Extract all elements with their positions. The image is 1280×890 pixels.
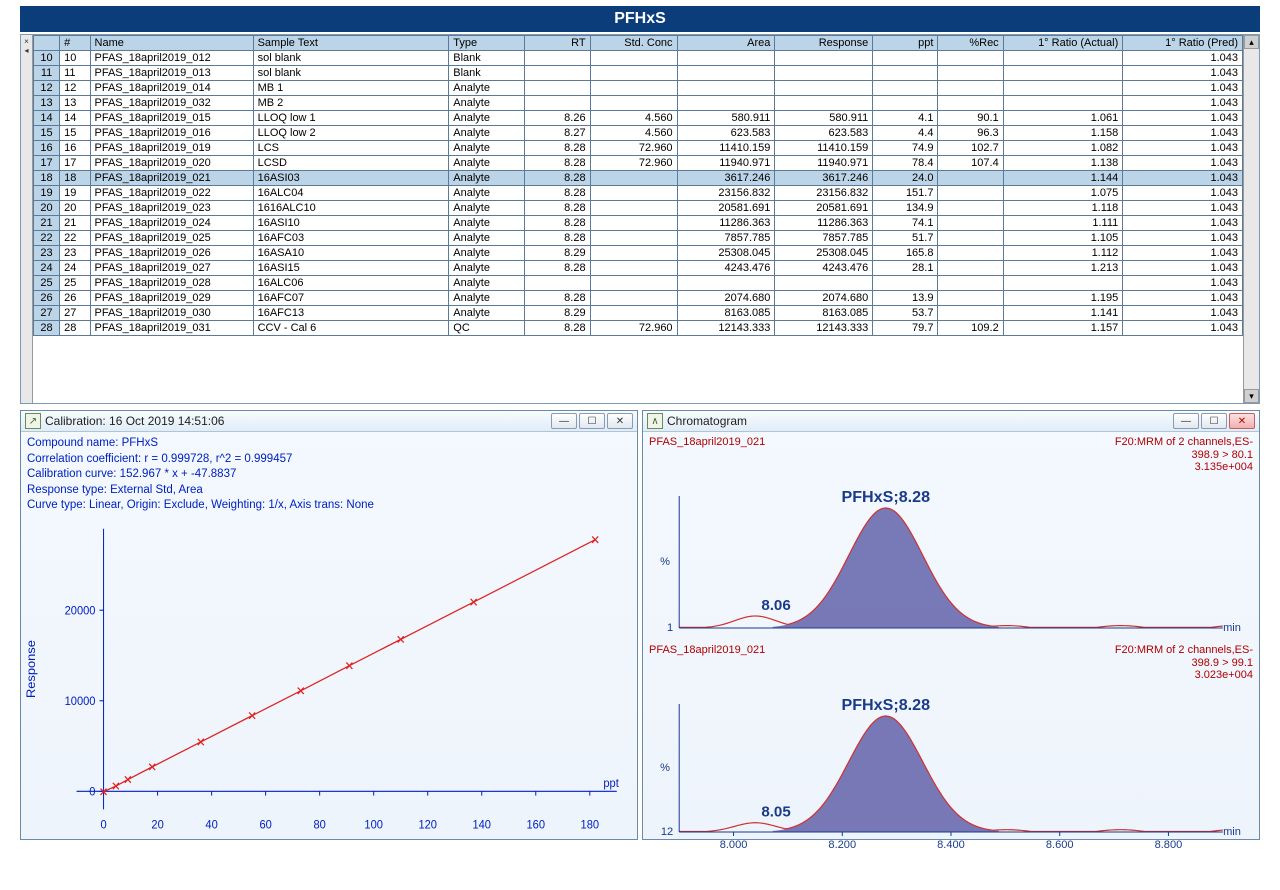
- trace-channel-info: F20:MRM of 2 channels,ES-398.9 > 99.13.0…: [1115, 644, 1253, 682]
- calibration-info-text: Compound name: PFHxSCorrelation coeffici…: [21, 432, 637, 518]
- calibration-titlebar[interactable]: ↗ Calibration: 16 Oct 2019 14:51:06 — ☐ …: [21, 411, 637, 432]
- calibration-panel: ↗ Calibration: 16 Oct 2019 14:51:06 — ☐ …: [20, 410, 638, 840]
- table-row[interactable]: 2828PFAS_18april2019_031CCV - Cal 6QC8.2…: [34, 321, 1243, 336]
- column-header[interactable]: Std. Conc: [590, 36, 677, 51]
- calibration-title-text: Calibration: 16 Oct 2019 14:51:06: [45, 414, 224, 428]
- svg-text:8.06: 8.06: [761, 597, 790, 614]
- collapse-handle[interactable]: ×◂: [21, 35, 33, 403]
- svg-text:PFHxS;8.28: PFHxS;8.28: [841, 488, 930, 506]
- svg-text:Response: Response: [24, 640, 38, 698]
- svg-text:120: 120: [418, 819, 437, 831]
- column-header[interactable]: #: [60, 36, 90, 51]
- compound-title-bar: PFHxS: [20, 6, 1260, 32]
- column-header[interactable]: Sample Text: [253, 36, 449, 51]
- data-table-container: ×◂ #NameSample TextTypeRTStd. ConcAreaRe…: [20, 34, 1260, 404]
- minimize-button[interactable]: —: [551, 413, 577, 429]
- data-table: #NameSample TextTypeRTStd. ConcAreaRespo…: [33, 35, 1243, 336]
- chromatogram-trace[interactable]: PFAS_18april2019_021 F20:MRM of 2 channe…: [649, 436, 1253, 642]
- table-row[interactable]: 1313PFAS_18april2019_032MB 2Analyte1.043: [34, 96, 1243, 111]
- grid-scroll-area[interactable]: #NameSample TextTypeRTStd. ConcAreaRespo…: [33, 35, 1243, 403]
- svg-text:20: 20: [151, 819, 163, 831]
- svg-text:10000: 10000: [65, 695, 96, 707]
- svg-text:%: %: [660, 762, 670, 774]
- column-header[interactable]: [34, 36, 60, 51]
- svg-text:8.200: 8.200: [828, 839, 856, 851]
- column-header[interactable]: Name: [90, 36, 253, 51]
- svg-text:80: 80: [313, 819, 325, 831]
- svg-text:PFHxS;8.28: PFHxS;8.28: [841, 696, 930, 714]
- table-row[interactable]: 2727PFAS_18april2019_03016AFC13Analyte8.…: [34, 306, 1243, 321]
- column-header[interactable]: 1° Ratio (Pred): [1123, 36, 1243, 51]
- trace-sample-name: PFAS_18april2019_021: [649, 436, 765, 474]
- svg-text:60: 60: [259, 819, 271, 831]
- svg-text:8.800: 8.800: [1155, 839, 1183, 851]
- column-header[interactable]: ppt: [873, 36, 938, 51]
- scroll-down-arrow[interactable]: ▾: [1244, 389, 1259, 403]
- table-row[interactable]: 1515PFAS_18april2019_016LLOQ low 2Analyt…: [34, 126, 1243, 141]
- table-row[interactable]: 1010PFAS_18april2019_012sol blankBlank1.…: [34, 51, 1243, 66]
- svg-text:0: 0: [89, 786, 95, 798]
- column-header[interactable]: %Rec: [938, 36, 1003, 51]
- svg-text:160: 160: [527, 819, 546, 831]
- chromatogram-title-text: Chromatogram: [667, 414, 747, 428]
- svg-text:min: min: [1223, 826, 1241, 838]
- table-row[interactable]: 1616PFAS_18april2019_019LCSAnalyte8.2872…: [34, 141, 1243, 156]
- vertical-scrollbar[interactable]: ▴ ▾: [1243, 35, 1259, 403]
- table-row[interactable]: 2525PFAS_18april2019_02816ALC06Analyte1.…: [34, 276, 1243, 291]
- table-row[interactable]: 1111PFAS_18april2019_013sol blankBlank1.…: [34, 66, 1243, 81]
- calibration-chart[interactable]: 0 20 40 60 80 100 120 140 160 180 ppt 0 10000 20000 Re…: [21, 518, 637, 839]
- table-row[interactable]: 1212PFAS_18april2019_014MB 1Analyte1.043: [34, 81, 1243, 96]
- chromatogram-trace[interactable]: PFAS_18april2019_021 F20:MRM of 2 channe…: [649, 644, 1253, 862]
- svg-text:ppt: ppt: [603, 777, 619, 789]
- column-header[interactable]: Type: [449, 36, 525, 51]
- svg-text:8.400: 8.400: [937, 839, 965, 851]
- chromatogram-icon: ∧: [647, 413, 663, 429]
- table-row[interactable]: 2626PFAS_18april2019_02916AFC07Analyte8.…: [34, 291, 1243, 306]
- svg-text:%: %: [660, 556, 670, 568]
- svg-text:40: 40: [205, 819, 217, 831]
- close-button[interactable]: ✕: [1229, 413, 1255, 429]
- svg-text:0: 0: [100, 819, 106, 831]
- scroll-up-arrow[interactable]: ▴: [1244, 35, 1259, 49]
- chromatogram-panel: ∧ Chromatogram — ☐ ✕ PFAS_18april2019_02…: [642, 410, 1260, 840]
- table-row[interactable]: 1414PFAS_18april2019_015LLOQ low 1Analyt…: [34, 111, 1243, 126]
- svg-text:100: 100: [364, 819, 383, 831]
- trace-sample-name: PFAS_18april2019_021: [649, 644, 765, 682]
- svg-text:min: min: [1223, 622, 1241, 634]
- column-header[interactable]: Area: [677, 36, 775, 51]
- table-row[interactable]: 2121PFAS_18april2019_02416ASI10Analyte8.…: [34, 216, 1243, 231]
- svg-text:1: 1: [667, 622, 673, 634]
- table-row[interactable]: 1919PFAS_18april2019_02216ALC04Analyte8.…: [34, 186, 1243, 201]
- minimize-button[interactable]: —: [1173, 413, 1199, 429]
- table-row[interactable]: 2323PFAS_18april2019_02616ASA10Analyte8.…: [34, 246, 1243, 261]
- chromatogram-body[interactable]: PFAS_18april2019_021 F20:MRM of 2 channe…: [643, 432, 1259, 864]
- table-row[interactable]: 2222PFAS_18april2019_02516AFC03Analyte8.…: [34, 231, 1243, 246]
- svg-text:20000: 20000: [65, 605, 96, 617]
- maximize-button[interactable]: ☐: [579, 413, 605, 429]
- table-row[interactable]: 2424PFAS_18april2019_02716ASI15Analyte8.…: [34, 261, 1243, 276]
- svg-text:8.600: 8.600: [1046, 839, 1074, 851]
- trace-channel-info: F20:MRM of 2 channels,ES-398.9 > 80.13.1…: [1115, 436, 1253, 474]
- table-row[interactable]: 1717PFAS_18april2019_020LCSDAnalyte8.287…: [34, 156, 1243, 171]
- maximize-button[interactable]: ☐: [1201, 413, 1227, 429]
- column-header[interactable]: RT: [525, 36, 590, 51]
- svg-text:8.05: 8.05: [761, 804, 790, 821]
- svg-text:180: 180: [581, 819, 600, 831]
- calibration-icon: ↗: [25, 413, 41, 429]
- chromatogram-titlebar[interactable]: ∧ Chromatogram — ☐ ✕: [643, 411, 1259, 432]
- svg-text:12: 12: [661, 826, 673, 838]
- svg-text:140: 140: [472, 819, 491, 831]
- table-row[interactable]: 1818PFAS_18april2019_02116ASI03Analyte8.…: [34, 171, 1243, 186]
- column-header[interactable]: 1° Ratio (Actual): [1003, 36, 1123, 51]
- column-header[interactable]: Response: [775, 36, 873, 51]
- svg-text:8.000: 8.000: [720, 839, 748, 851]
- table-row[interactable]: 2020PFAS_18april2019_0231616ALC10Analyte…: [34, 201, 1243, 216]
- close-button[interactable]: ✕: [607, 413, 633, 429]
